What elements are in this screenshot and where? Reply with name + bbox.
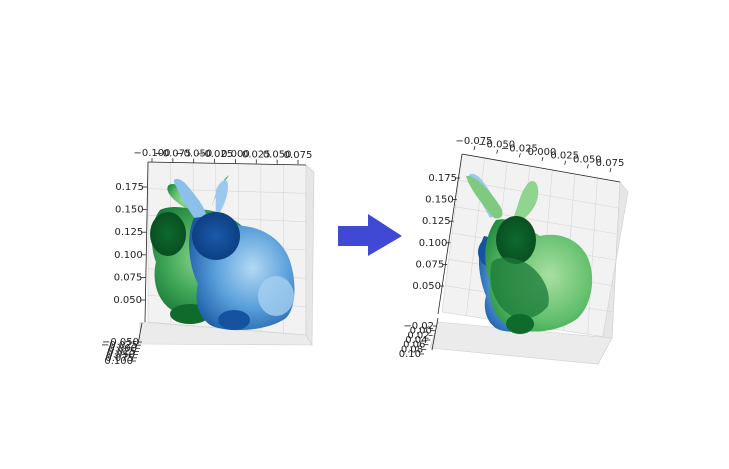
left-top-axis-line [147, 161, 307, 166]
right-top-tick-label: −0.075 [455, 136, 492, 147]
right-bottom-tick-label: 0.08 [401, 344, 423, 355]
right-left-tick-label: 0.175 [428, 173, 457, 184]
left-bottom-tick-label: 0.100 [104, 356, 133, 367]
left-bottom-axis-line [137, 322, 143, 345]
left-top-tick-label: −0.050 [175, 149, 212, 160]
left-top-tick-label: −0.075 [154, 148, 191, 159]
right-floor-pane [429, 321, 613, 365]
right-bottom-tick-label: 0.00 [410, 326, 432, 337]
right-left-tick-label: 0.050 [412, 281, 441, 292]
right-left-tick-label: 0.075 [416, 259, 445, 270]
left-top-tick-label: −0.100 [133, 148, 170, 159]
grid-line [455, 206, 618, 235]
right-bottom-tick-label: −0.02 [403, 321, 434, 332]
right-left-ticks: 0.175 0.150 0.125 0.100 0.075 0.050 [412, 173, 460, 292]
right-bottom-tick-label: 0.10 [399, 349, 421, 360]
right-top-tick-label: 0.000 [528, 147, 557, 158]
right-left-tick-label: 0.125 [422, 216, 451, 227]
right-bottom-ticks: −0.020.000.020.040.060.080.10 [399, 321, 437, 360]
left-floor-pane [139, 321, 313, 346]
right-top-tick-mark [564, 160, 567, 165]
right-bottom-tick-label: 0.06 [403, 340, 425, 351]
left-blue-bunny [173, 178, 295, 331]
right-left-tick-label: 0.100 [419, 238, 448, 249]
right-top-tick-mark [496, 149, 499, 154]
right-top-tick-mark [609, 167, 612, 173]
right-top-tick-label: −0.050 [478, 140, 515, 151]
left-top-tick-label: 0.075 [284, 150, 313, 161]
left-left-tick-label: 0.175 [115, 182, 144, 193]
left-left-tick-label: 0.075 [114, 272, 143, 283]
left-left-tick-label: 0.125 [115, 227, 144, 238]
left-bottom-tick-label: −0.050 [102, 337, 139, 348]
left-bottom-tick-label: 0.075 [105, 353, 134, 364]
right-top-tick-label: 0.025 [550, 151, 579, 162]
left-side-pane [305, 164, 315, 347]
right-top-tick-mark [586, 164, 589, 169]
left-bottom-tick-label: −0.025 [101, 340, 138, 351]
left-left-axis-line [144, 161, 149, 323]
right-top-tick-label: −0.025 [501, 143, 538, 154]
right-bottom-axis-line [431, 317, 439, 351]
right-top-tick-mark [541, 156, 544, 162]
right-bottom-tick-label: 0.04 [405, 335, 427, 346]
left-left-tick-label: 0.050 [113, 295, 142, 306]
left-left-ticks: 0.175 0.150 0.125 0.100 0.075 0.050 [113, 182, 147, 306]
left-left-tick-label: 0.150 [115, 205, 144, 216]
left-bottom-tick-label: 0.025 [107, 347, 136, 358]
left-left-tick-label: 0.100 [114, 250, 143, 261]
left-top-tick-label: −0.025 [196, 149, 233, 160]
right-top-tick-mark [518, 153, 521, 158]
left-top-tick-label: 0.025 [242, 149, 271, 160]
transform-arrow [338, 214, 402, 256]
left-top-tick-label: 0.050 [263, 150, 292, 161]
right-left-axis-line [437, 153, 463, 315]
right-top-tick-label: 0.050 [573, 154, 602, 165]
right-left-tick-label: 0.150 [425, 195, 454, 206]
right-top-tick-label: 0.075 [596, 158, 625, 169]
right-green-bunny [466, 175, 593, 334]
left-top-tick-label: 0.000 [221, 149, 250, 160]
right-top-tick-mark [473, 145, 476, 151]
right-top-axis-line [461, 153, 621, 183]
left-top-ticks: −0.100−0.075−0.050−0.0250.0000.0250.0500… [133, 148, 312, 164]
left-3d-plot: −0.100−0.075−0.050−0.0250.0000.0250.0500… [101, 148, 315, 367]
left-bottom-tick-label: 0.050 [106, 350, 135, 361]
left-bottom-tick-label: 0.000 [108, 343, 137, 354]
right-bottom-tick-label: 0.02 [407, 330, 429, 341]
